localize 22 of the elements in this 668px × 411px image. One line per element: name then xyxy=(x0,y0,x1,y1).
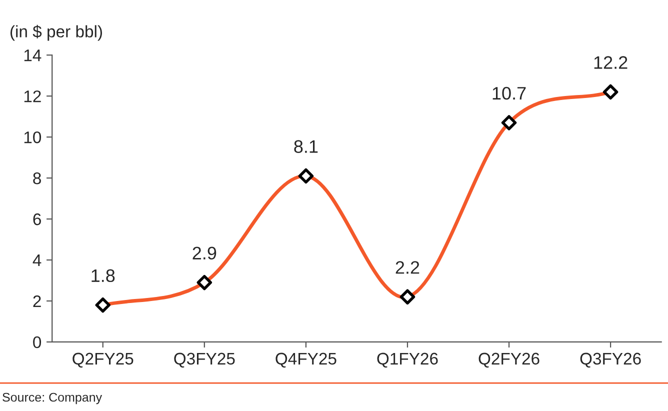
x-tick-label: Q2FY26 xyxy=(478,352,540,368)
y-tick-label: 0 xyxy=(33,336,42,348)
y-tick-label: 6 xyxy=(33,213,41,226)
source-note: Source: Company xyxy=(2,392,102,404)
y-tick-label: 2 xyxy=(33,295,41,308)
x-tick-label: Q3FY25 xyxy=(174,352,235,368)
data-label: 12.2 xyxy=(594,56,628,69)
y-tick-label: 14 xyxy=(24,50,42,62)
x-tick-label: Q4FY25 xyxy=(276,352,336,368)
x-tick-label: Q2FY25 xyxy=(72,352,134,368)
x-tick-label: Q1FY26 xyxy=(377,352,438,368)
y-tick-label: 8 xyxy=(33,172,41,184)
x-tick-label: Q3FY26 xyxy=(580,352,641,368)
data-label: 10.7 xyxy=(492,86,526,100)
y-tick-label: 12 xyxy=(24,90,41,102)
y-axis-title: (in $ per bbl) xyxy=(10,24,102,41)
data-label: 2.9 xyxy=(192,246,216,260)
y-tick-label: 4 xyxy=(32,254,42,266)
data-label: 1.8 xyxy=(92,269,115,282)
y-tick-label: 10 xyxy=(24,131,42,144)
data-label: 8.1 xyxy=(294,140,318,153)
data-label: 2.2 xyxy=(396,261,420,274)
